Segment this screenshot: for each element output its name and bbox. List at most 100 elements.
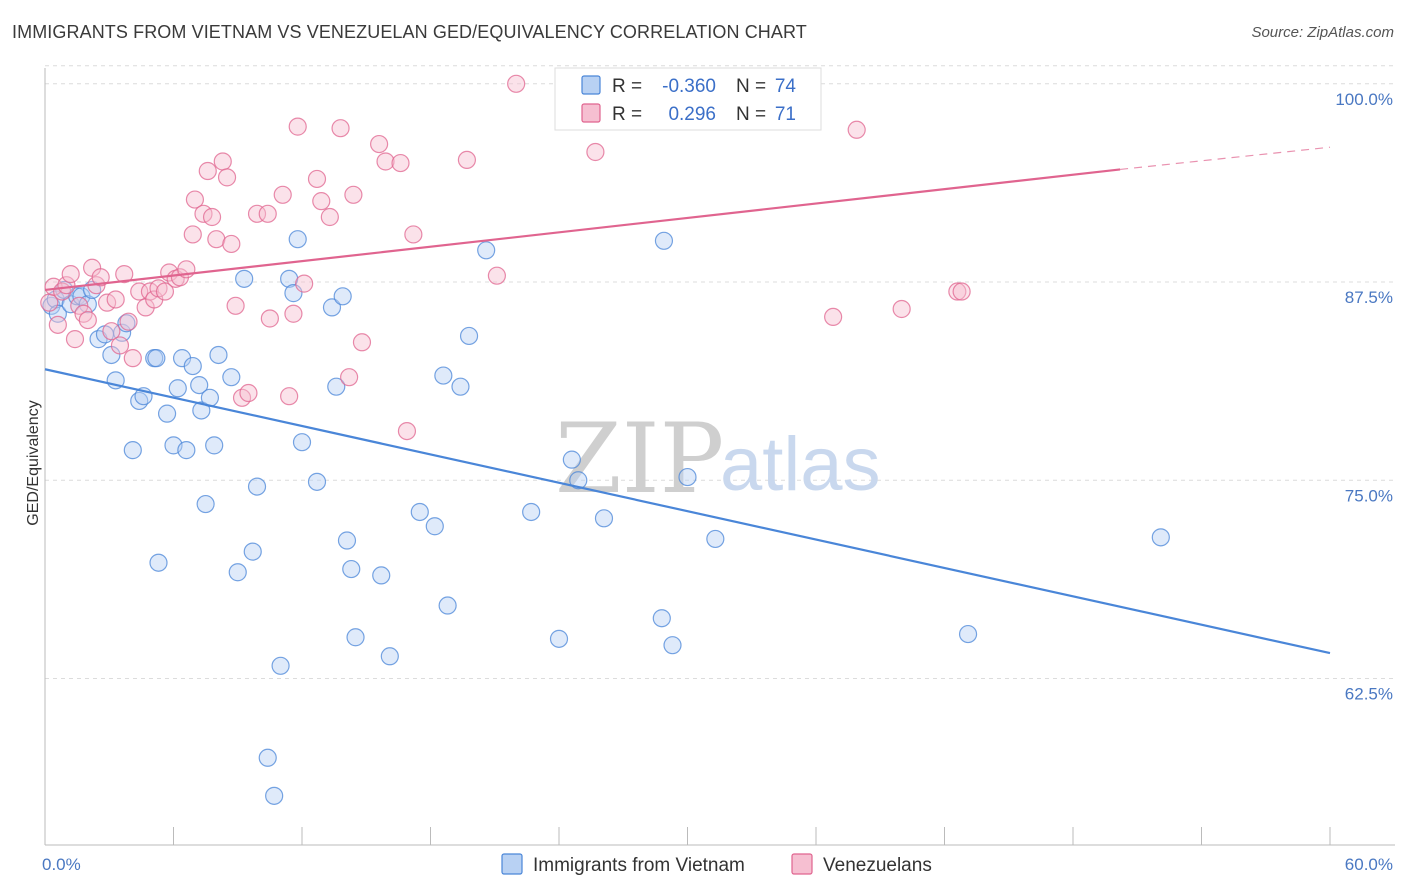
trend-line-venezuelans [44, 168, 1121, 292]
venezuelans-point-18 [119, 312, 138, 331]
venezuelans-point-68 [892, 299, 911, 319]
x-tick-label-0: 0.0% [42, 855, 81, 874]
venezuelans-point-45 [273, 185, 292, 204]
venezuelans-point-34 [202, 207, 222, 227]
vietnam-point-40 [271, 656, 290, 675]
venezuelans-point-54 [340, 368, 359, 387]
legend-r-value-2: 0.296 [668, 104, 716, 125]
venezuelans-point-63 [487, 266, 506, 285]
watermark-zip: ZIP [555, 403, 724, 515]
vietnam-point-51 [346, 628, 365, 647]
vietnam-point-27 [190, 376, 209, 395]
venezuelans-point-4 [57, 276, 76, 295]
watermark-atlas: atlas [720, 422, 881, 507]
venezuelans-point-47 [284, 304, 303, 323]
venezuelans-point-55 [344, 185, 363, 204]
bottom-legend-label-vietnam: Immigrants from Vietnam [533, 855, 745, 876]
vietnam-point-67 [652, 609, 671, 628]
vietnam-point-60 [477, 241, 496, 260]
y-tick-label-0: 62.5% [1345, 684, 1393, 703]
vietnam-point-35 [235, 269, 254, 288]
legend-top: R = -0.360 N = 74 R = 0.296 N = 71 [554, 67, 822, 131]
trend-line-vietnam [44, 368, 1331, 655]
vietnam-point-19 [147, 349, 166, 368]
venezuelans-point-50 [307, 169, 327, 189]
venezuelans-point-30 [183, 225, 202, 244]
y-tick-label-3: 100.0% [1335, 90, 1393, 109]
venezuelans-point-65 [586, 142, 605, 162]
watermark: ZIP atlas [555, 403, 881, 515]
y-tick-label-1: 75.0% [1345, 486, 1393, 505]
vietnam-point-57 [438, 596, 457, 615]
vietnam-point-25 [177, 441, 196, 460]
venezuelans-point-60 [397, 421, 417, 441]
legend-n-label-2: N = [736, 104, 766, 125]
vietnam-point-34 [228, 563, 247, 582]
venezuelans-point-42 [247, 204, 267, 223]
chart-source: Source: ZipAtlas.com [1251, 24, 1394, 41]
vietnam-point-23 [168, 379, 187, 398]
vietnam-point-71 [706, 529, 725, 549]
venezuelans-point-58 [376, 152, 395, 171]
bottom-legend-swatch-vietnam [501, 853, 523, 875]
vietnam-point-28 [192, 401, 211, 420]
vietnam-point-48 [333, 287, 352, 306]
x-tick-labels: 0.0% 60.0% [42, 855, 1393, 874]
venezuelans-point-38 [222, 234, 241, 254]
vietnam-point-61 [522, 502, 541, 522]
vietnam-point-58 [451, 377, 470, 396]
venezuelans-point-16 [110, 336, 130, 355]
venezuelans-point-49 [295, 274, 314, 293]
vietnam-point-47 [327, 377, 346, 396]
vietnam-point-69 [663, 636, 682, 655]
venezuelans-point-59 [391, 153, 410, 173]
vietnam-point-36 [243, 542, 262, 561]
vietnam-point-68 [654, 231, 674, 250]
vietnam-point-62 [549, 629, 569, 648]
legend-swatch-vietnam [581, 75, 601, 95]
vietnam-point-54 [410, 502, 429, 522]
legend-swatch-venezuelans [581, 103, 601, 123]
y-tick-labels: 62.5% 75.0% 87.5% 100.0% [1335, 90, 1393, 704]
venezuelans-point-33 [198, 161, 217, 181]
venezuelans-point-53 [331, 119, 350, 138]
venezuelans-point-14 [102, 322, 121, 341]
vietnam-point-55 [425, 517, 444, 536]
trend-lines [44, 146, 1331, 655]
venezuelans-point-56 [352, 333, 372, 352]
vietnam-point-63 [562, 450, 581, 469]
vietnam-point-20 [149, 553, 168, 572]
vietnam-point-33 [222, 368, 241, 387]
legend-r-value-1: -0.360 [662, 76, 716, 97]
legend-bottom: Immigrants from Vietnam Venezuelans [501, 853, 932, 876]
venezuelans-point-9 [78, 310, 97, 330]
vietnam-point-70 [678, 467, 697, 487]
vietnam-point-65 [594, 509, 614, 528]
venezuelans-point-66 [824, 307, 843, 327]
vietnam-point-21 [157, 404, 177, 423]
venezuelans-point-35 [207, 230, 226, 249]
venezuelans-point-39 [226, 296, 245, 315]
vietnam-point-15 [123, 441, 142, 460]
vietnam-point-53 [380, 647, 399, 666]
venezuelans-point-69 [948, 282, 967, 301]
vietnam-point-32 [209, 345, 228, 365]
y-axis-label: GED/Equivalency [25, 400, 42, 525]
venezuelans-point-48 [288, 117, 307, 136]
vietnam-point-39 [265, 786, 284, 805]
venezuelans-point-44 [260, 309, 279, 328]
gridlines [45, 65, 1395, 679]
trend-line-venezuelans-extension [1120, 146, 1331, 171]
series-venezuelans-points [40, 74, 971, 441]
vietnam-point-64 [569, 471, 588, 490]
venezuelans-point-46 [280, 387, 299, 406]
venezuelans-point-62 [457, 150, 477, 170]
legend-r-label-1: R = [612, 76, 642, 97]
venezuelans-point-17 [115, 264, 134, 284]
venezuelans-point-5 [61, 264, 80, 284]
x-tick-label-1: 60.0% [1345, 855, 1393, 874]
venezuelans-point-2 [48, 315, 67, 334]
venezuelans-point-57 [370, 134, 389, 154]
legend-n-value-2: 71 [775, 104, 796, 125]
